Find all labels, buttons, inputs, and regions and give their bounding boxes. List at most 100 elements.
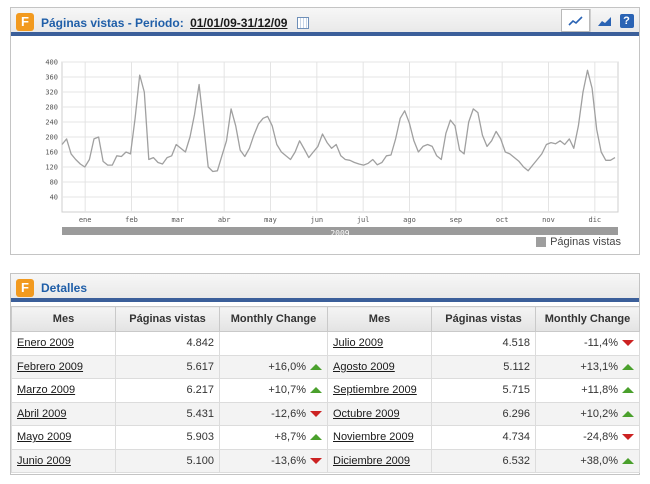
x-tick-label: dic: [589, 216, 602, 224]
arrow-down-icon: [310, 410, 322, 417]
period-link[interactable]: 01/01/09-31/12/09: [190, 16, 288, 30]
month-link[interactable]: Febrero 2009: [17, 360, 84, 373]
month-link[interactable]: Junio 2009: [17, 454, 71, 467]
month-cell: Mayo 2009: [11, 425, 116, 450]
pageviews-cell: 6.217: [115, 378, 220, 403]
chart-title: Páginas vistas - Periodo: 01/01/09-31/12…: [41, 15, 309, 30]
pageviews-cell: 4.518: [431, 331, 536, 356]
pageviews-cell: 5.431: [115, 401, 220, 426]
month-cell: Junio 2009: [11, 448, 116, 473]
y-tick-label: 120: [45, 164, 58, 172]
help-button[interactable]: ?: [612, 9, 641, 32]
monthly-change-cell: +10,2%: [535, 401, 640, 426]
pageviews-cell: 4.734: [431, 425, 536, 450]
arrow-up-icon: [622, 363, 634, 370]
x-tick-label: nov: [542, 216, 555, 224]
month-cell: Abril 2009: [11, 401, 116, 426]
month-cell: Septiembre 2009: [327, 378, 432, 403]
pageviews-cell: 5.100: [115, 448, 220, 473]
details-panel: F Detalles Mes Páginas vistas Monthly Ch…: [10, 273, 640, 475]
monthly-change-cell: +38,0%: [535, 448, 640, 473]
month-link[interactable]: Marzo 2009: [17, 384, 76, 397]
table-row: Febrero 2009 5.617 +16,0% Agosto 2009 5.112 +…: [11, 354, 640, 379]
change-value: +16,0%: [268, 360, 306, 373]
y-tick-label: 160: [45, 149, 58, 157]
year-bar: [62, 227, 618, 235]
pageviews-cell: 5.715: [431, 378, 536, 403]
month-cell: Octubre 2009: [327, 401, 432, 426]
pageviews-cell: 4.842: [115, 331, 220, 356]
area-chart-button[interactable]: [590, 9, 619, 32]
x-tick-label: ene: [79, 216, 92, 224]
month-cell: Febrero 2009: [11, 354, 116, 379]
month-cell: Enero 2009: [11, 331, 116, 356]
y-tick-label: 200: [45, 134, 58, 142]
month-link[interactable]: Enero 2009: [17, 337, 74, 350]
arrow-down-icon: [622, 434, 634, 441]
arrow-up-icon: [622, 387, 634, 394]
monthly-change-cell: -11,4%: [535, 331, 640, 356]
arrow-up-icon: [310, 387, 322, 394]
y-tick-label: 80: [50, 179, 58, 187]
month-cell: Marzo 2009: [11, 378, 116, 403]
monthly-change-cell: -24,8%: [535, 425, 640, 450]
month-link[interactable]: Noviembre 2009: [333, 431, 414, 444]
series-line: [61, 69, 616, 173]
area-chart-icon: [598, 16, 611, 26]
line-chart-button[interactable]: [561, 9, 590, 32]
month-link[interactable]: Julio 2009: [333, 337, 384, 350]
arrow-up-icon: [310, 434, 322, 441]
x-tick-label: jun: [311, 216, 324, 224]
month-link[interactable]: Septiembre 2009: [333, 384, 417, 397]
change-value: +10,2%: [580, 407, 618, 420]
monthly-change-cell: -12,6%: [219, 401, 328, 426]
x-tick-label: jul: [357, 216, 370, 224]
col-header-mes[interactable]: Mes: [11, 306, 116, 332]
month-link[interactable]: Mayo 2009: [17, 431, 72, 444]
col-header-views[interactable]: Páginas vistas: [431, 306, 536, 332]
y-tick-label: 320: [45, 89, 58, 97]
month-cell: Agosto 2009: [327, 354, 432, 379]
col-header-mes[interactable]: Mes: [327, 306, 432, 332]
legend-swatch: [536, 237, 547, 247]
monthly-change-cell: +8,7%: [219, 425, 328, 450]
change-value: -11,4%: [583, 337, 618, 350]
help-icon: ?: [619, 13, 634, 28]
month-link[interactable]: Abril 2009: [17, 407, 67, 420]
details-panel-header: F Detalles: [11, 274, 639, 302]
chart-legend: Páginas vistas: [536, 236, 621, 248]
table-row: Junio 2009 5.100 -13,6% Diciembre 2009 6.532…: [11, 448, 640, 473]
calendar-icon[interactable]: [296, 17, 309, 29]
col-header-change[interactable]: Monthly Change: [219, 306, 328, 332]
y-tick-label: 280: [45, 104, 58, 112]
pageviews-cell: 6.532: [431, 448, 536, 473]
col-header-views[interactable]: Páginas vistas: [115, 306, 220, 332]
col-header-change[interactable]: Monthly Change: [535, 306, 640, 332]
monthly-change-cell: +16,0%: [219, 354, 328, 379]
y-tick-label: 40: [50, 194, 58, 202]
pageviews-cell: 6.296: [431, 401, 536, 426]
change-value: +8,7%: [274, 431, 307, 444]
arrow-up-icon: [622, 410, 634, 417]
x-tick-label: may: [264, 216, 277, 224]
month-link[interactable]: Octubre 2009: [333, 407, 400, 420]
details-table: Mes Páginas vistas Monthly Change Mes Pá…: [11, 306, 640, 473]
month-link[interactable]: Agosto 2009: [333, 360, 395, 373]
app-logo-icon: F: [16, 13, 34, 31]
arrow-down-icon: [310, 457, 322, 464]
x-tick-label: sep: [450, 216, 463, 224]
pageviews-cell: 5.903: [115, 425, 220, 450]
month-link[interactable]: Diciembre 2009: [333, 454, 411, 467]
x-tick-label: mar: [172, 216, 185, 224]
change-value: -12,6%: [271, 407, 306, 420]
change-value: -24,8%: [583, 431, 618, 444]
details-title: Detalles: [41, 281, 88, 295]
x-tick-label: ago: [403, 216, 416, 224]
y-tick-label: 240: [45, 119, 58, 127]
change-value: +38,0%: [580, 454, 618, 467]
legend-label: Páginas vistas: [550, 236, 621, 248]
monthly-change-cell: +13,1%: [535, 354, 640, 379]
pageviews-cell: 5.617: [115, 354, 220, 379]
month-cell: Diciembre 2009: [327, 448, 432, 473]
chart-panel: F Páginas vistas - Periodo: 01/01/09-31/…: [10, 7, 640, 255]
